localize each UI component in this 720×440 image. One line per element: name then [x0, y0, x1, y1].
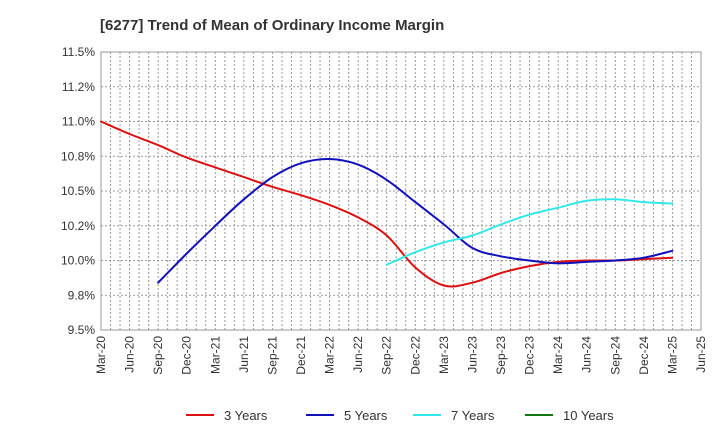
x-tick-label: Sep-24: [608, 336, 622, 375]
x-tick-label: Mar-24: [551, 336, 565, 374]
x-tick-label: Sep-22: [380, 336, 394, 375]
x-tick-label: Jun-20: [123, 336, 137, 373]
x-tick-label: Dec-24: [637, 336, 651, 375]
chart-title: [6277] Trend of Mean of Ordinary Income …: [100, 17, 444, 34]
x-tick-label: Jun-25: [694, 336, 708, 373]
x-tick-label: Mar-23: [437, 336, 451, 374]
series-line-7-years: [385, 198, 674, 266]
y-tick-label: 11.5%: [62, 45, 95, 59]
x-tick-label: Jun-22: [351, 336, 365, 373]
x-tick-label: Dec-23: [523, 336, 537, 375]
x-tick-label: Jun-24: [580, 336, 594, 373]
x-tick-label: Mar-21: [208, 336, 222, 374]
legend-label-7-years: 7 Years: [451, 408, 495, 423]
y-tick-label: 11.2%: [62, 80, 95, 94]
y-tick-label: 10.8%: [61, 149, 95, 163]
x-tick-label: Dec-20: [180, 336, 194, 375]
legend-label-3-years: 3 Years: [224, 408, 268, 423]
x-tick-label: Jun-23: [465, 336, 479, 373]
series-line-3-years: [100, 120, 674, 288]
x-tick-label: Mar-25: [665, 336, 679, 374]
x-tick-label: Sep-20: [151, 336, 165, 375]
legend-label-10-years: 10 Years: [563, 408, 614, 423]
x-tick-label: Mar-22: [323, 336, 337, 374]
series-lines: [100, 120, 674, 288]
x-tick-label: Sep-23: [494, 336, 508, 375]
x-axis: Mar-20 Jun-20 Sep-20 Dec-20 Mar-21 Jun-21 Sep-…: [94, 336, 708, 375]
x-tick-label: Dec-22: [408, 336, 422, 375]
y-tick-label: 10.5%: [61, 184, 95, 198]
y-tick-label: 9.8%: [68, 288, 96, 302]
y-tick-label: 10.0%: [61, 254, 95, 268]
x-tick-label: Mar-20: [94, 336, 108, 374]
y-tick-label: 10.2%: [61, 219, 95, 233]
y-axis: 9.5% 9.8% 10.0% 10.2% 10.5% 10.8% 11.0% 11.2% 11…: [61, 45, 95, 337]
y-tick-label: 11.0%: [62, 115, 95, 129]
legend-label-5-years: 5 Years: [344, 408, 388, 423]
legend: 3 Years 5 Years 7 Years 10 Years: [186, 408, 614, 423]
y-tick-label: 9.5%: [68, 323, 96, 337]
x-tick-label: Jun-21: [237, 336, 251, 373]
x-tick-label: Sep-21: [265, 336, 279, 375]
series-line-5-years: [157, 157, 674, 284]
x-tick-label: Dec-21: [294, 336, 308, 375]
